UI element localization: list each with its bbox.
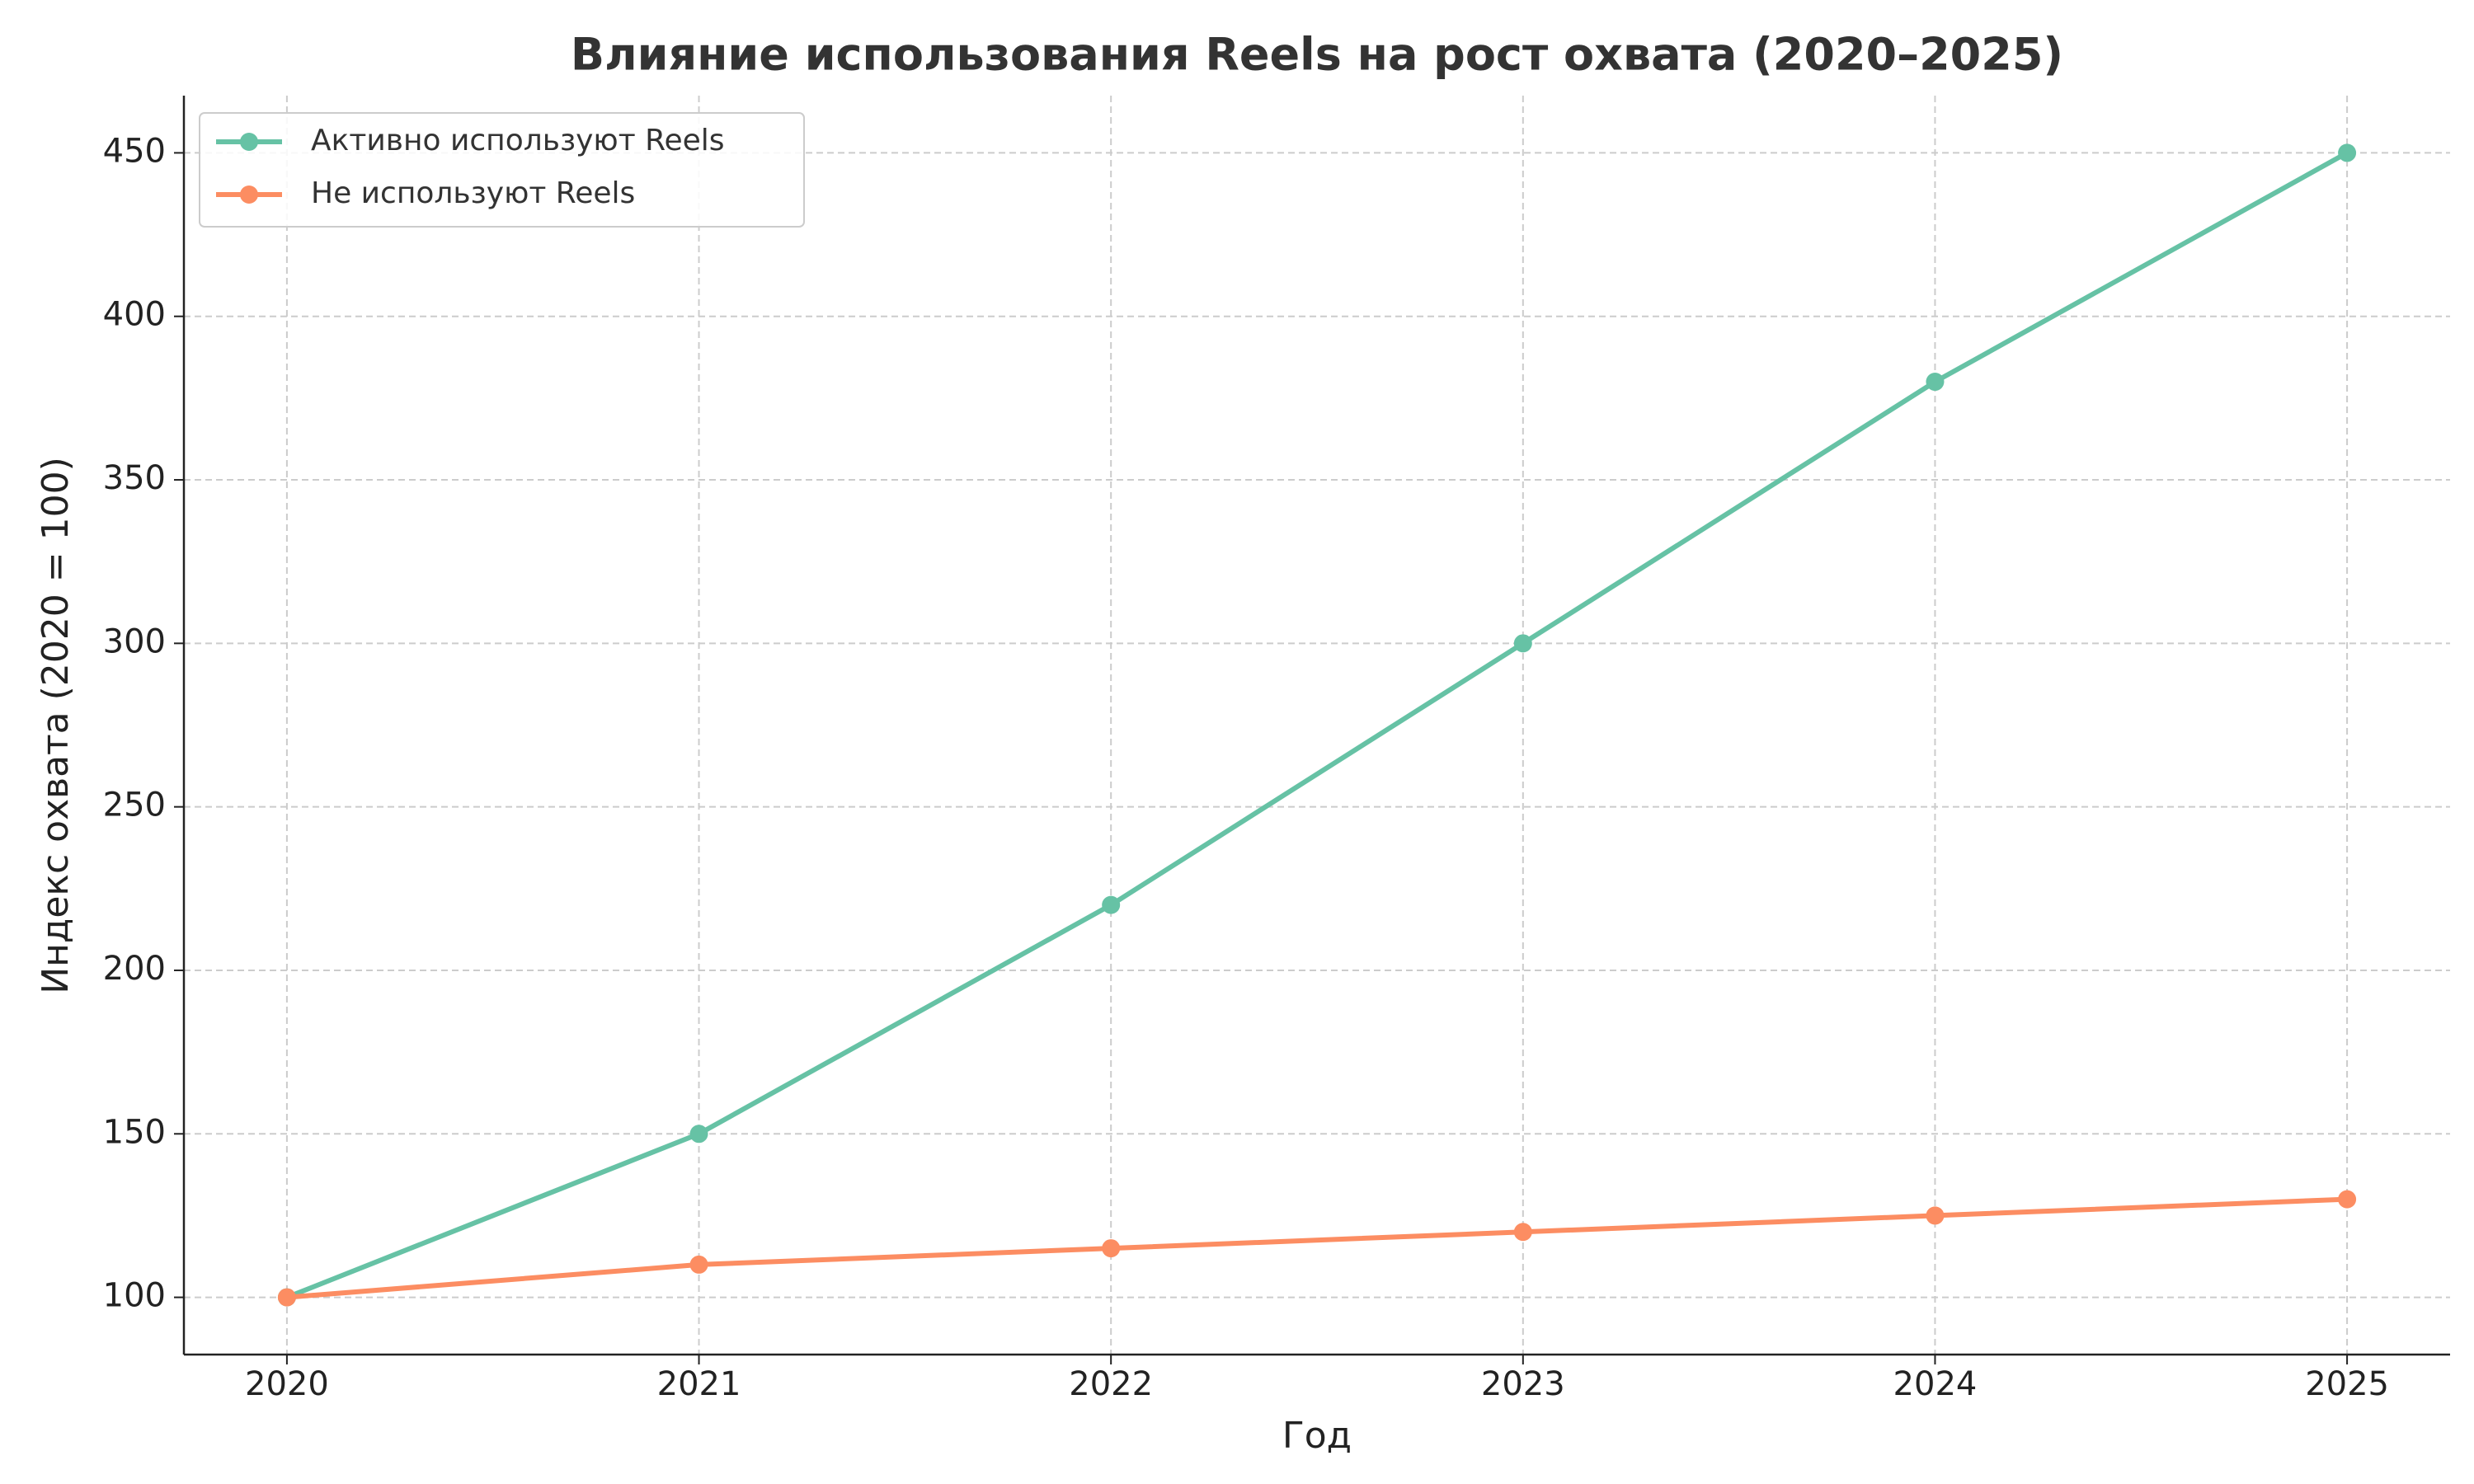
legend-label: Активно используют Reels	[311, 124, 725, 157]
data-point	[1926, 373, 1945, 392]
x-tick-label: 2020	[245, 1365, 329, 1403]
x-tick-label: 2022	[1069, 1365, 1153, 1403]
y-tick-label: 250	[103, 787, 166, 824]
data-point	[2338, 143, 2357, 162]
x-tick-label: 2024	[1893, 1365, 1978, 1403]
data-point	[2338, 1190, 2357, 1209]
x-tick-label: 2021	[657, 1365, 741, 1403]
y-tick-label: 350	[103, 459, 166, 497]
chart-title: Влияние использования Reels на рост охва…	[571, 29, 2063, 81]
y-tick-label: 100	[103, 1277, 166, 1315]
legend-box	[199, 112, 805, 228]
y-tick-label: 150	[103, 1113, 166, 1151]
legend-marker	[240, 133, 258, 151]
legend-label: Не используют Reels	[311, 176, 635, 210]
y-tick-label: 450	[103, 132, 166, 170]
data-point	[1926, 1206, 1945, 1225]
data-point	[1513, 634, 1532, 653]
x-tick-label: 2023	[1481, 1365, 1565, 1403]
data-point	[1102, 895, 1121, 914]
y-tick-label: 300	[103, 622, 166, 660]
series-line	[286, 1196, 2348, 1300]
series-line	[285, 150, 2349, 1300]
legend: Активно используют Reels Не используют Re…	[199, 112, 805, 228]
y-tick-label: 400	[103, 296, 166, 334]
data-point	[689, 1125, 708, 1144]
x-tick-label: 2025	[2305, 1365, 2389, 1403]
data-point	[277, 1288, 296, 1307]
x-axis-label: Год	[1282, 1415, 1352, 1457]
y-tick-label: 200	[103, 950, 166, 988]
data-point	[689, 1255, 708, 1274]
y-axis-label: Индекс охвата (2020 = 100)	[35, 457, 77, 994]
data-point	[1513, 1223, 1532, 1242]
data-point	[1102, 1239, 1121, 1258]
legend-marker	[240, 186, 258, 204]
